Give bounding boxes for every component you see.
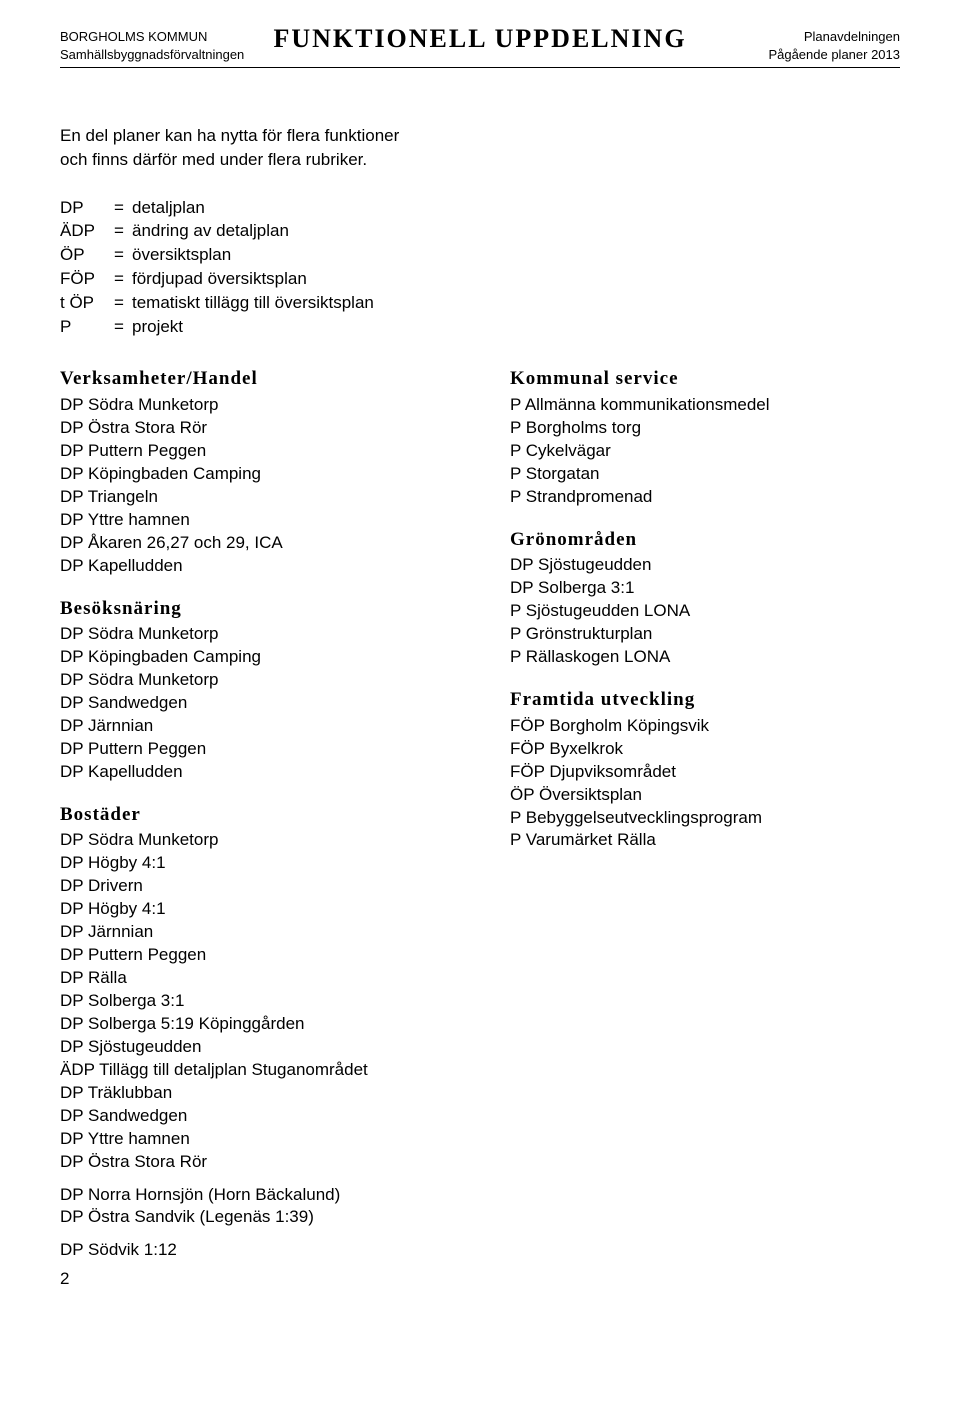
section-heading-bostader: Bostäder	[60, 802, 450, 828]
list-item: DP Järnnian	[60, 715, 450, 738]
intro-line: En del planer kan ha nytta för flera fun…	[60, 124, 520, 148]
list-item: P Strandpromenad	[510, 486, 900, 509]
equals-sign: =	[114, 219, 132, 243]
list-item: DP Södra Munketorp	[60, 394, 450, 417]
list-item: DP Solberga 5:19 Köpinggården	[60, 1013, 450, 1036]
definition-row: ÖP = översiktsplan	[60, 243, 900, 267]
definition-key: DP	[60, 196, 114, 220]
definition-row: P = projekt	[60, 315, 900, 339]
equals-sign: =	[114, 243, 132, 267]
definition-row: FÖP = fördjupad översiktsplan	[60, 267, 900, 291]
list-item: DP Södra Munketorp	[60, 623, 450, 646]
list-item: DP Sjöstugeudden	[60, 1036, 450, 1059]
equals-sign: =	[114, 315, 132, 339]
list-item: P Grönstrukturplan	[510, 623, 900, 646]
left-column: Verksamheter/Handel DP Södra Munketorp D…	[60, 366, 450, 1291]
list-item: DP Träklubban	[60, 1082, 450, 1105]
definition-value: ändring av detaljplan	[132, 219, 289, 243]
list-item: DP Norra Hornsjön (Horn Bäckalund)	[60, 1184, 450, 1207]
definition-key: FÖP	[60, 267, 114, 291]
definition-key: P	[60, 315, 114, 339]
list-item: DP Kapelludden	[60, 761, 450, 784]
list-item: DP Köpingbaden Camping	[60, 646, 450, 669]
list-item: DP Puttern Peggen	[60, 440, 450, 463]
definition-value: fördjupad översiktsplan	[132, 267, 307, 291]
list-item: DP Högby 4:1	[60, 852, 450, 875]
definition-key: ÄDP	[60, 219, 114, 243]
definition-value: detaljplan	[132, 196, 205, 220]
definition-value: översiktsplan	[132, 243, 231, 267]
section-heading-verksamheter: Verksamheter/Handel	[60, 366, 450, 392]
list-item: DP Södvik 1:12	[60, 1239, 450, 1262]
list-item: DP Köpingbaden Camping	[60, 463, 450, 486]
definition-key: ÖP	[60, 243, 114, 267]
content-columns: Verksamheter/Handel DP Södra Munketorp D…	[60, 366, 900, 1291]
list-item: P Sjöstugeudden LONA	[510, 600, 900, 623]
page-number: 2	[60, 1268, 450, 1291]
list-item: DP Södra Munketorp	[60, 829, 450, 852]
list-item: FÖP Djupviksområdet	[510, 761, 900, 784]
intro-line: och finns därför med under flera rubrike…	[60, 148, 520, 172]
section-heading-besoksnaring: Besöksnäring	[60, 596, 450, 622]
definition-value: projekt	[132, 315, 183, 339]
equals-sign: =	[114, 291, 132, 315]
list-item: DP Högby 4:1	[60, 898, 450, 921]
list-item: DP Sandwedgen	[60, 1105, 450, 1128]
list-item: DP Puttern Peggen	[60, 738, 450, 761]
list-item: DP Solberga 3:1	[60, 990, 450, 1013]
list-item: P Storgatan	[510, 463, 900, 486]
definition-row: ÄDP = ändring av detaljplan	[60, 219, 900, 243]
list-item: DP Triangeln	[60, 486, 450, 509]
definition-row: DP = detaljplan	[60, 196, 900, 220]
list-item: DP Rälla	[60, 967, 450, 990]
equals-sign: =	[114, 267, 132, 291]
right-column: Kommunal service P Allmänna kommunikatio…	[510, 366, 900, 1291]
list-item: DP Yttre hamnen	[60, 509, 450, 532]
list-item: FÖP Borgholm Köpingsvik	[510, 715, 900, 738]
list-item: ÖP Översiktsplan	[510, 784, 900, 807]
section-heading-gronomraden: Grönområden	[510, 527, 900, 553]
list-item: FÖP Byxelkrok	[510, 738, 900, 761]
list-item: DP Södra Munketorp	[60, 669, 450, 692]
equals-sign: =	[114, 196, 132, 220]
definition-row: t ÖP = tematiskt tillägg till översiktsp…	[60, 291, 900, 315]
list-item: DP Yttre hamnen	[60, 1128, 450, 1151]
page-title: FUNKTIONELL UPPDELNING	[0, 24, 960, 54]
page: FUNKTIONELL UPPDELNING BORGHOLMS KOMMUN …	[0, 0, 960, 1418]
list-item: DP Östra Sandvik (Legenäs 1:39)	[60, 1206, 450, 1229]
section-heading-framtida: Framtida utveckling	[510, 687, 900, 713]
list-item: P Rällaskogen LONA	[510, 646, 900, 669]
list-item: P Cykelvägar	[510, 440, 900, 463]
list-item: DP Östra Stora Rör	[60, 1151, 450, 1174]
list-item: DP Puttern Peggen	[60, 944, 450, 967]
section-heading-kommunal: Kommunal service	[510, 366, 900, 392]
list-item: P Varumärket Rälla	[510, 829, 900, 852]
definition-value: tematiskt tillägg till översiktsplan	[132, 291, 374, 315]
list-item: DP Järnnian	[60, 921, 450, 944]
list-item: DP Åkaren 26,27 och 29, ICA	[60, 532, 450, 555]
list-item: P Allmänna kommunikationsmedel	[510, 394, 900, 417]
list-item: DP Östra Stora Rör	[60, 417, 450, 440]
list-item: ÄDP Tillägg till detaljplan Stuganområde…	[60, 1059, 450, 1082]
intro-text: En del planer kan ha nytta för flera fun…	[60, 124, 520, 172]
list-item: DP Sandwedgen	[60, 692, 450, 715]
list-item: DP Sjöstugeudden	[510, 554, 900, 577]
list-item: DP Solberga 3:1	[510, 577, 900, 600]
list-item: DP Kapelludden	[60, 555, 450, 578]
definitions-block: DP = detaljplan ÄDP = ändring av detaljp…	[60, 196, 900, 339]
list-item: DP Drivern	[60, 875, 450, 898]
definition-key: t ÖP	[60, 291, 114, 315]
list-item: P Bebyggelseutvecklingsprogram	[510, 807, 900, 830]
list-item: P Borgholms torg	[510, 417, 900, 440]
